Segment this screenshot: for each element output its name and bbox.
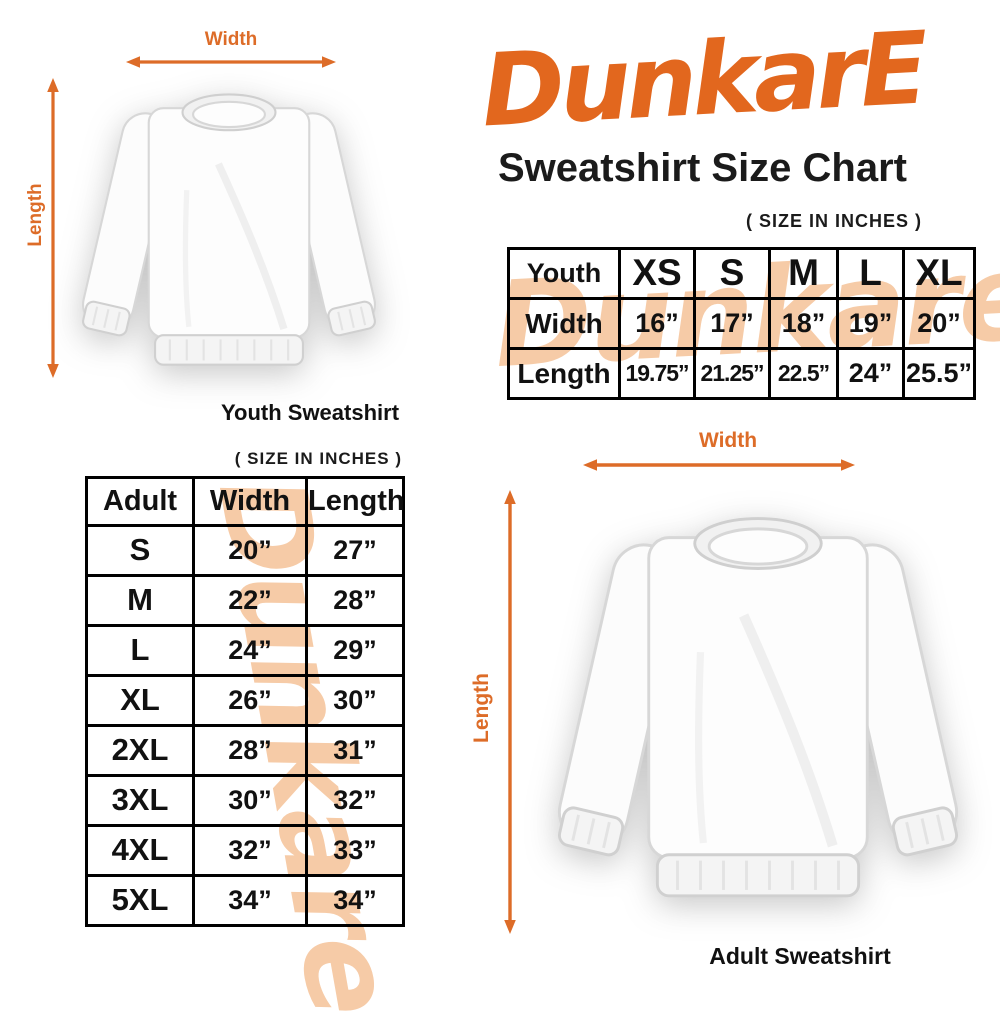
youth-width-value: 18” xyxy=(768,297,839,350)
youth-width-value: 19” xyxy=(836,297,905,350)
youth-length-value: 19.75” xyxy=(618,347,696,400)
youth-length-value: 24” xyxy=(836,347,905,400)
adult-width-value: 30” xyxy=(192,774,308,827)
adult-length-value: 34” xyxy=(305,874,405,927)
adult-size-label: 2XL xyxy=(85,724,195,777)
adult-width-value: 22” xyxy=(192,574,308,627)
youth-length-value: 21.25” xyxy=(693,347,771,400)
adult-size-row: 3XL 30” 32” xyxy=(85,774,405,827)
youth-size-header: XS xyxy=(618,247,696,300)
adult-size-row: 5XL 34” 34” xyxy=(85,874,405,927)
adult-width-value: 34” xyxy=(192,874,308,927)
youth-sweatshirt-image xyxy=(82,93,376,366)
size-units-note-adult: ( SIZE IN INCHES ) xyxy=(234,449,402,468)
youth-length-label: Length xyxy=(25,183,46,247)
youth-length-value: 25.5” xyxy=(902,347,976,400)
youth-size-header: L xyxy=(836,247,905,300)
adult-length-value: 28” xyxy=(305,574,405,627)
adult-width-value: 20” xyxy=(192,524,308,577)
page-title: Sweatshirt Size Chart xyxy=(497,146,907,190)
adult-length-label: Length xyxy=(470,673,493,743)
adult-size-row: 2XL 28” 31” xyxy=(85,724,405,777)
adult-size-row: S 20” 27” xyxy=(85,524,405,577)
adult-caption: Adult Sweatshirt xyxy=(709,943,891,969)
adult-width-label: Width xyxy=(698,429,758,452)
adult-length-value: 32” xyxy=(305,774,405,827)
youth-table-corner-cell: Youth xyxy=(507,247,621,300)
adult-size-row: XL 26” 30” xyxy=(85,674,405,727)
adult-size-row: L 24” 29” xyxy=(85,624,405,677)
adult-width-value: 24” xyxy=(192,624,308,677)
youth-row-label: Length xyxy=(507,347,621,400)
youth-row-label: Width xyxy=(507,297,621,350)
adult-col-header: Adult xyxy=(85,476,195,527)
adult-length-arrow-icon xyxy=(504,490,516,934)
youth-size-table: Youth XS S M L XL Width 16” 17” 18” 19” … xyxy=(507,247,976,400)
youth-caption: Youth Sweatshirt xyxy=(220,400,400,425)
youth-size-header: XL xyxy=(902,247,976,300)
adult-table-header-row: Adult Width Length xyxy=(85,476,405,527)
adult-size-label: L xyxy=(85,624,195,677)
youth-length-row: Length 19.75” 21.25” 22.5” 24” 25.5” xyxy=(507,347,976,400)
youth-length-value: 22.5” xyxy=(768,347,839,400)
adult-length-value: 27” xyxy=(305,524,405,577)
youth-width-row: Width 16” 17” 18” 19” 20” xyxy=(507,297,976,350)
adult-size-label: S xyxy=(85,524,195,577)
adult-width-value: 32” xyxy=(192,824,308,877)
adult-width-value: 26” xyxy=(192,674,308,727)
adult-length-value: 33” xyxy=(305,824,405,877)
youth-size-header: S xyxy=(693,247,771,300)
adult-size-label: 4XL xyxy=(85,824,195,877)
adult-sweatshirt-image xyxy=(557,517,959,898)
adult-size-row: 4XL 32” 33” xyxy=(85,824,405,877)
youth-table-header-row: Youth XS S M L XL xyxy=(507,247,976,300)
youth-width-value: 20” xyxy=(902,297,976,350)
adult-size-table: Adult Width Length S 20” 27” M 22” 28” L… xyxy=(85,476,405,927)
youth-length-arrow-icon xyxy=(47,78,59,378)
adult-col-header: Width xyxy=(192,476,308,527)
brand-logo: DunkarE xyxy=(478,9,927,150)
size-units-note-top: ( SIZE IN INCHES ) xyxy=(745,211,922,231)
adult-size-label: M xyxy=(85,574,195,627)
adult-size-label: XL xyxy=(85,674,195,727)
adult-size-row: M 22” 28” xyxy=(85,574,405,627)
youth-size-header: M xyxy=(768,247,839,300)
youth-width-value: 17” xyxy=(693,297,771,350)
adult-size-label: 3XL xyxy=(85,774,195,827)
adult-length-value: 29” xyxy=(305,624,405,677)
adult-width-arrow-icon xyxy=(583,459,855,471)
youth-width-label: Width xyxy=(204,29,258,50)
youth-width-arrow-icon xyxy=(126,56,336,68)
adult-width-value: 28” xyxy=(192,724,308,777)
adult-col-header: Length xyxy=(305,476,405,527)
adult-length-value: 31” xyxy=(305,724,405,777)
adult-size-label: 5XL xyxy=(85,874,195,927)
adult-length-value: 30” xyxy=(305,674,405,727)
youth-width-value: 16” xyxy=(618,297,696,350)
